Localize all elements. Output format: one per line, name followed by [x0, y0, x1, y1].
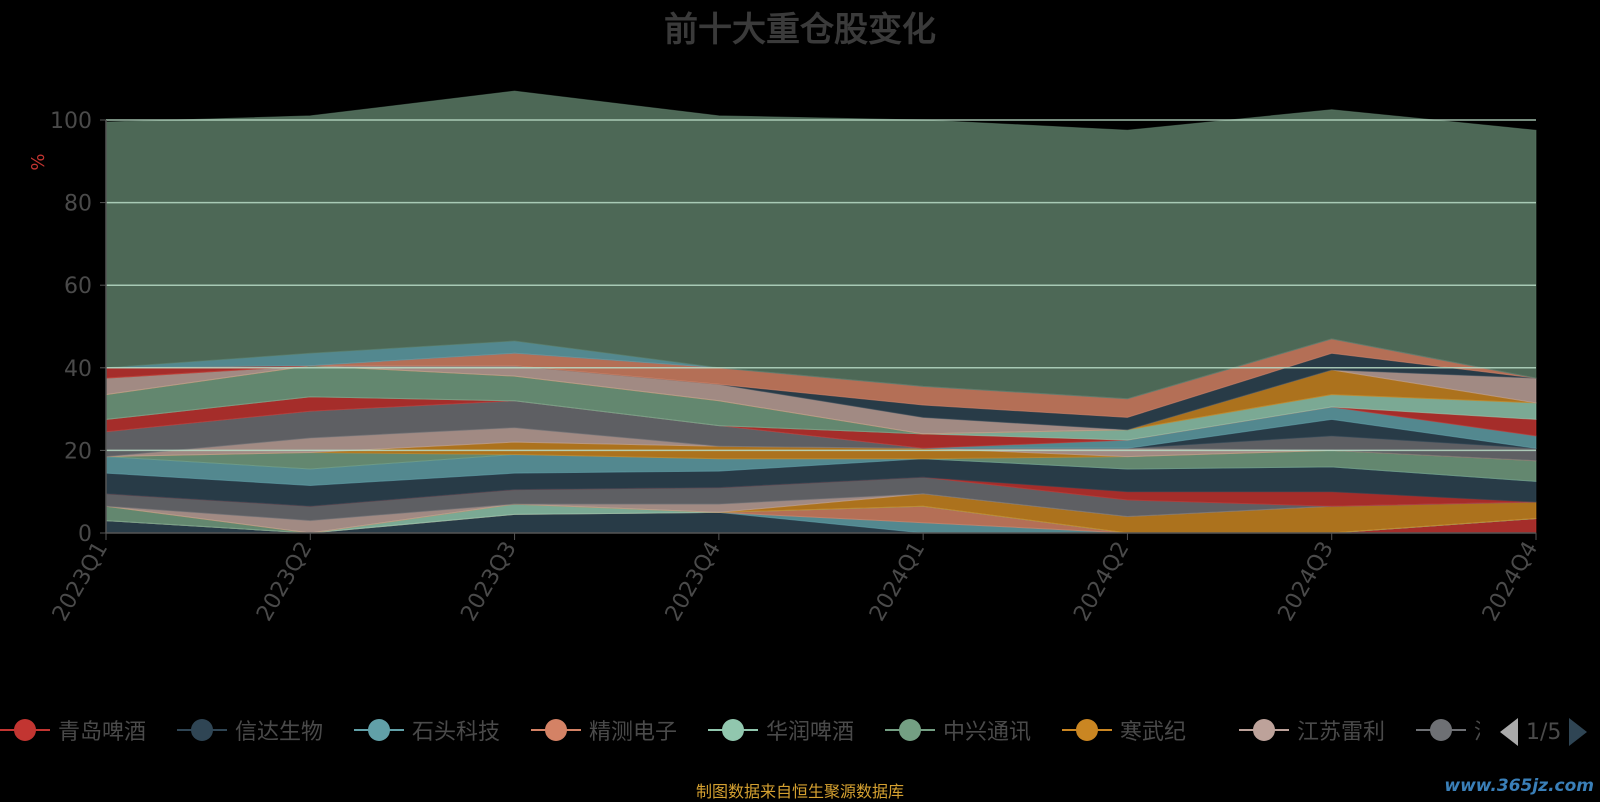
- legend-next-button[interactable]: [1569, 718, 1588, 746]
- legend-label: 华润啤酒: [766, 720, 855, 745]
- x-tick-label: 2024Q2: [1069, 538, 1134, 626]
- x-tick-label: 2023Q4: [661, 538, 726, 626]
- y-tick-label: 40: [64, 357, 92, 382]
- legend-item[interactable]: 江苏雷利: [1239, 710, 1385, 750]
- y-tick-label: 0: [78, 522, 92, 547]
- grid-lines: [106, 119, 1536, 452]
- legend-item[interactable]: 青岛啤酒: [0, 710, 146, 750]
- legend-label: 沪电股份: [1474, 714, 1480, 746]
- legend-item[interactable]: 中兴通讯: [885, 710, 1031, 750]
- y-tick-label: 20: [64, 439, 92, 464]
- legend-marker-icon: [354, 719, 404, 741]
- legend-prev-button[interactable]: [1500, 718, 1518, 746]
- legend-label: 石头科技: [412, 720, 501, 745]
- legend-marker-icon: [0, 719, 50, 741]
- x-tick-label: 2024Q3: [1274, 538, 1339, 626]
- legend-item[interactable]: 沪电股份: [1416, 710, 1480, 750]
- legend-marker-icon: [1416, 719, 1466, 741]
- x-tick-label: 2023Q1: [48, 538, 113, 626]
- legend-page-indicator: 1/5: [1526, 719, 1562, 745]
- area-series-group: [105, 90, 1537, 534]
- chart-title: 前十大重仓股变化: [664, 10, 936, 50]
- legend-label: 江苏雷利: [1297, 720, 1386, 745]
- site-watermark: www.365jz.com: [1444, 776, 1594, 796]
- legend-marker-icon: [531, 719, 581, 741]
- legend-marker-icon: [708, 719, 758, 741]
- legend-pager: 1/5: [1500, 716, 1588, 748]
- legend-marker-icon: [1062, 719, 1112, 741]
- x-tick-label: 2024Q1: [865, 538, 930, 626]
- legend-label: 精测电子: [589, 720, 678, 745]
- legend-item[interactable]: 信达生物: [177, 710, 323, 750]
- chart-legend: 青岛啤酒 信达生物 石头科技 精测电子 华润啤酒 中兴通讯 寒武纪 江苏雷利 沪电股份: [0, 710, 1480, 750]
- legend-item[interactable]: 石头科技: [354, 710, 500, 750]
- y-tick-label: 100: [50, 109, 92, 134]
- legend-marker-icon: [885, 719, 935, 741]
- x-tick-label: 2023Q2: [252, 538, 317, 626]
- y-tick-label: 80: [64, 192, 92, 217]
- data-source-note: 制图数据来自恒生聚源数据库: [695, 782, 904, 801]
- y-tick-label: 60: [64, 274, 92, 299]
- legend-item[interactable]: 精测电子: [531, 710, 677, 750]
- legend-marker-icon: [1239, 719, 1289, 741]
- legend-label: 中兴通讯: [943, 720, 1032, 745]
- legend-item[interactable]: 华润啤酒: [708, 710, 854, 750]
- stacked-area-chart: 0 20 40 60 80 100 2023Q1 2023Q2 2023Q3 2023Q4 2024…: [28, 90, 1543, 626]
- x-tick-label: 2024Q4: [1478, 538, 1543, 626]
- legend-item[interactable]: 寒武纪: [1062, 710, 1186, 750]
- area-series-29: [105, 90, 1537, 400]
- legend-marker-icon: [177, 719, 227, 741]
- legend-label: 信达生物: [235, 720, 324, 745]
- y-axis-label: %: [28, 153, 49, 170]
- x-tick-label: 2023Q3: [456, 538, 521, 626]
- legend-label: 青岛啤酒: [58, 720, 147, 745]
- legend-label: 寒武纪: [1120, 720, 1187, 745]
